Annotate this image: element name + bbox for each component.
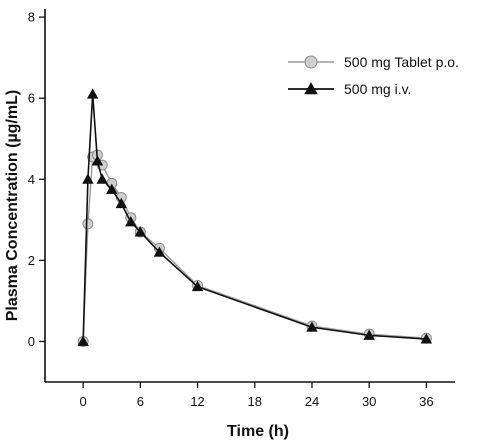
data-point: [153, 246, 166, 257]
y-tick-label: 4: [28, 172, 35, 187]
data-point: [191, 280, 204, 292]
legend: 500 mg Tablet p.o. 500 mg i.v.: [288, 54, 459, 97]
x-tick-label: 12: [190, 394, 204, 409]
y-tick-label: 2: [28, 253, 35, 268]
series-line: [82, 154, 427, 342]
data-point: [82, 173, 94, 184]
series-2: [77, 88, 433, 346]
axes: [44, 9, 455, 383]
x-tick-label: 6: [137, 394, 144, 409]
data-point: [125, 216, 137, 227]
legend-entry: 500 mg i.v.: [288, 81, 411, 97]
data-point: [115, 197, 127, 209]
y-tick-label: 6: [28, 91, 35, 106]
data-point: [96, 173, 108, 184]
x-tick-label: 0: [80, 394, 87, 409]
data-point: [134, 226, 147, 237]
data-point: [77, 335, 89, 346]
data-point: [106, 183, 118, 194]
x-tick-label: 36: [419, 394, 433, 409]
y-tick-label: 0: [28, 334, 35, 349]
data-point: [86, 88, 99, 99]
legend-swatch-marker: [304, 55, 318, 69]
series-1: [77, 149, 432, 347]
series-line: [82, 94, 427, 342]
legend-label: 500 mg Tablet p.o.: [344, 54, 459, 70]
legend-label: 500 mg i.v.: [344, 81, 411, 97]
legend-entry: 500 mg Tablet p.o.: [288, 54, 459, 70]
x-axis-title: Time (h): [227, 423, 289, 440]
data-point: [306, 321, 318, 332]
data-series: [77, 88, 433, 347]
x-tick-label: 24: [305, 394, 319, 409]
x-tick-label: 30: [362, 394, 376, 409]
x-tick-label: 18: [248, 394, 262, 409]
y-tick-label: 8: [28, 10, 35, 25]
data-point: [363, 329, 375, 340]
y-axis-title: Plasma Concentration (µg/mL): [4, 90, 21, 321]
data-point: [420, 333, 433, 344]
data-point: [91, 155, 104, 166]
data-point: [82, 218, 94, 230]
legend-swatch-marker: [304, 82, 318, 95]
